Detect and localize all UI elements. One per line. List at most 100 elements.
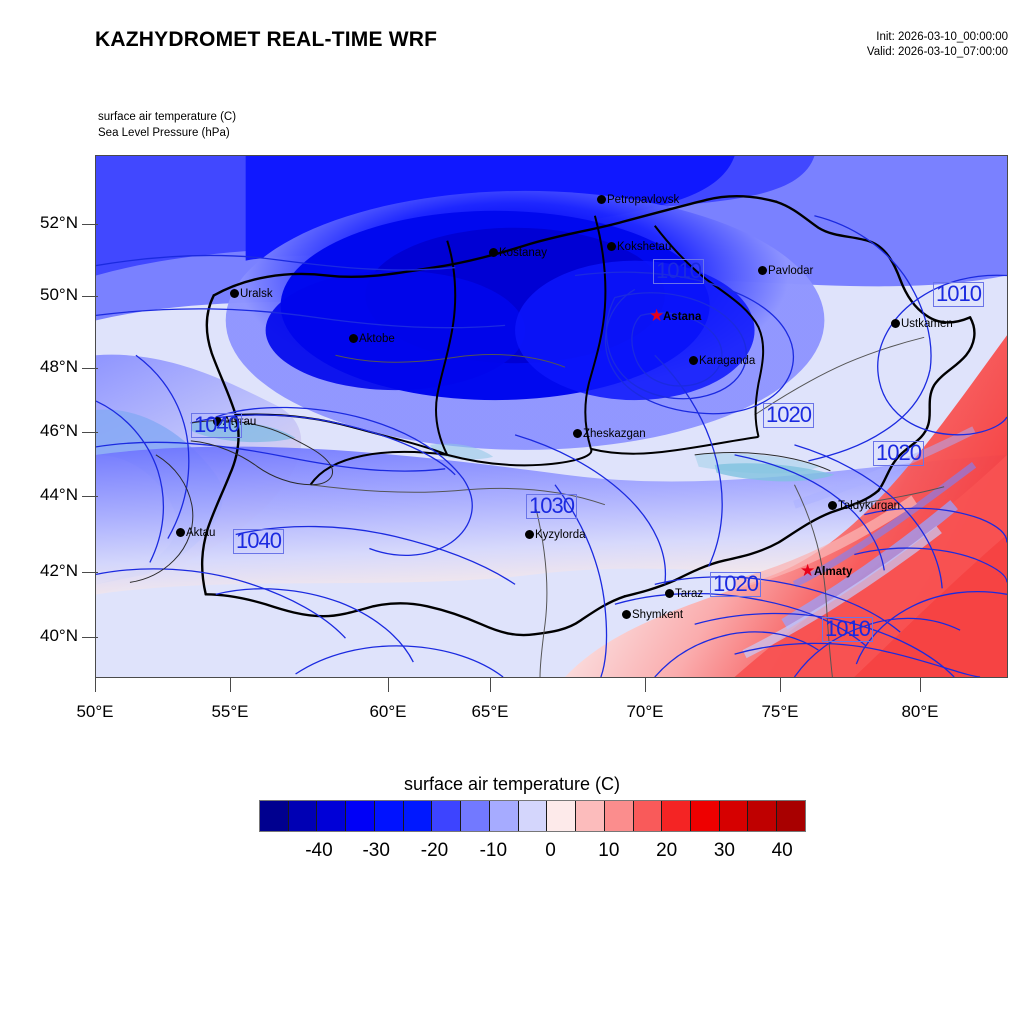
colorbar-segment bbox=[748, 801, 778, 831]
colorbar-tick-label: 10 bbox=[598, 840, 620, 861]
city-dot-icon bbox=[573, 429, 582, 439]
city-marker-uralsk: Uralsk bbox=[230, 285, 273, 303]
city-dot-icon bbox=[525, 530, 534, 540]
city-dot-icon bbox=[665, 589, 674, 599]
colorbar-segment bbox=[432, 801, 462, 831]
model-run-info: Init: 2026-03-10_00:00:00 Valid: 2026-03… bbox=[867, 30, 1008, 60]
pressure-contour-label: 1010 bbox=[933, 282, 984, 307]
weather-map[interactable]: Petropavlovsk Kostanay Kokshetau Pavlodar Ur… bbox=[95, 155, 1008, 678]
colorbar-segment bbox=[461, 801, 490, 831]
colorbar-segment bbox=[260, 801, 289, 831]
city-label: Shymkent bbox=[632, 608, 684, 621]
field-pressure-label: Sea Level Pressure (hPa) bbox=[98, 127, 230, 139]
colorbar-tick-label: -40 bbox=[305, 840, 333, 861]
city-label: Kostanay bbox=[499, 246, 547, 259]
pressure-contour-label: 1010 bbox=[822, 617, 873, 642]
city-label: Astana bbox=[663, 310, 702, 323]
city-label: Petropavlovsk bbox=[607, 193, 680, 206]
city-marker-pavlodar: Pavlodar bbox=[758, 262, 813, 280]
colorbar-tick-label: 0 bbox=[545, 840, 556, 861]
city-marker-taraz: Taraz bbox=[665, 585, 703, 603]
city-dot-icon bbox=[607, 242, 616, 252]
city-label: Taraz bbox=[675, 587, 704, 600]
city-dot-icon bbox=[828, 501, 837, 511]
city-marker-aktobe: Aktobe bbox=[349, 330, 395, 348]
city-marker-karaganda: Karaganda bbox=[689, 352, 755, 370]
latitude-tick-mark bbox=[82, 296, 98, 297]
latitude-tick-label: 50°N bbox=[40, 285, 78, 304]
longitude-tick-label: 55°E bbox=[211, 702, 249, 721]
city-label: Taldykurgan bbox=[838, 499, 901, 512]
latitude-tick-mark bbox=[82, 637, 98, 638]
city-marker-petropavlovsk: Petropavlovsk bbox=[597, 191, 679, 209]
longitude-tick-mark bbox=[780, 678, 781, 692]
city-dot-icon bbox=[622, 610, 631, 620]
latitude-tick-mark bbox=[82, 224, 98, 225]
latitude-tick-label: 40°N bbox=[40, 626, 78, 645]
init-time-label: Init: 2026-03-10_00:00:00 bbox=[876, 31, 1008, 43]
colorbar-segment bbox=[403, 801, 433, 831]
longitude-tick-label: 80°E bbox=[901, 702, 939, 721]
colorbar-segment bbox=[317, 801, 347, 831]
city-marker-taldykurgan: Taldykurgan bbox=[828, 497, 900, 515]
city-marker-kokshetau: Kokshetau bbox=[607, 238, 671, 256]
colorbar-tick-label: -10 bbox=[479, 840, 508, 861]
colorbar-tick-label: 30 bbox=[713, 840, 735, 861]
pressure-contour-label: 1020 bbox=[873, 441, 924, 466]
city-marker-zheskazgan: Zheskazgan bbox=[573, 425, 646, 443]
city-marker-almaty: ★Almaty bbox=[800, 561, 853, 581]
field-temperature-label: surface air temperature (C) bbox=[98, 111, 237, 123]
longitude-tick-label: 50°E bbox=[76, 702, 114, 721]
city-star-icon: ★ bbox=[800, 561, 816, 581]
city-marker-ustkamen: Ustkamen bbox=[891, 315, 953, 333]
latitude-tick-label: 46°N bbox=[40, 421, 78, 440]
city-marker-astana: ★Astana bbox=[649, 306, 702, 326]
colorbar-segment bbox=[547, 801, 577, 831]
city-label: Kokshetau bbox=[617, 240, 672, 253]
city-dot-icon bbox=[891, 319, 900, 329]
city-dot-icon bbox=[349, 334, 358, 344]
city-marker-aktau: Aktau bbox=[176, 524, 215, 542]
city-label: Aktau bbox=[186, 526, 216, 539]
city-dot-icon bbox=[230, 289, 239, 299]
city-dot-icon bbox=[689, 356, 698, 366]
city-star-icon: ★ bbox=[649, 306, 665, 326]
latitude-tick-mark bbox=[82, 496, 98, 497]
pressure-contour-label: 1020 bbox=[763, 403, 814, 428]
temperature-colorbar[interactable] bbox=[259, 800, 806, 832]
city-marker-kyzylorda: Kyzylorda bbox=[525, 526, 586, 544]
colorbar-segment bbox=[288, 801, 318, 831]
city-marker-kostanay: Kostanay bbox=[489, 244, 547, 262]
latitude-tick-label: 42°N bbox=[40, 561, 78, 580]
city-label: Uralsk bbox=[240, 287, 273, 300]
city-label: Almaty bbox=[814, 565, 853, 578]
colorbar-segment bbox=[604, 801, 634, 831]
latitude-tick-mark bbox=[82, 432, 98, 433]
longitude-tick-mark bbox=[230, 678, 231, 692]
longitude-tick-mark bbox=[490, 678, 491, 692]
colorbar-segment bbox=[662, 801, 692, 831]
longitude-tick-label: 75°E bbox=[761, 702, 799, 721]
longitude-tick-mark bbox=[388, 678, 389, 692]
colorbar-segment bbox=[518, 801, 548, 831]
city-label: Kyzylorda bbox=[535, 528, 586, 541]
city-dot-icon bbox=[597, 195, 606, 205]
latitude-tick-label: 44°N bbox=[40, 485, 78, 504]
pressure-contour-label: 1020 bbox=[710, 572, 761, 597]
longitude-tick-mark bbox=[645, 678, 646, 692]
city-label: Aktobe bbox=[359, 332, 395, 345]
city-dot-icon bbox=[489, 248, 498, 258]
pressure-contour-label: 1040 bbox=[233, 529, 284, 554]
longitude-tick-label: 60°E bbox=[369, 702, 407, 721]
pressure-contour-label: 1010 bbox=[653, 259, 704, 284]
colorbar-segment bbox=[489, 801, 519, 831]
colorbar-segment bbox=[346, 801, 375, 831]
city-marker-atyrau: Atyrau bbox=[213, 413, 256, 431]
latitude-tick-label: 48°N bbox=[40, 357, 78, 376]
colorbar-tick-label: -30 bbox=[362, 840, 390, 861]
field-description: surface air temperature (C) Sea Level Pr… bbox=[98, 109, 236, 141]
longitude-tick-label: 65°E bbox=[471, 702, 509, 721]
city-dot-icon bbox=[176, 528, 185, 538]
city-label: Karaganda bbox=[699, 354, 756, 367]
city-label: Pavlodar bbox=[768, 264, 814, 277]
